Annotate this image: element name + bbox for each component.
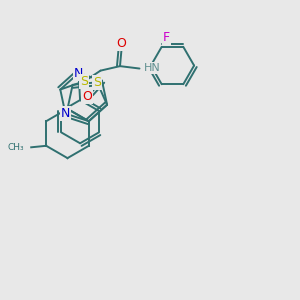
Text: N: N: [61, 107, 70, 120]
Text: S: S: [93, 76, 101, 89]
Text: N: N: [74, 67, 83, 80]
Text: F: F: [163, 31, 170, 44]
Text: HN: HN: [144, 63, 161, 73]
Text: S: S: [80, 75, 88, 88]
Text: CH₃: CH₃: [8, 143, 25, 152]
Text: O: O: [117, 37, 126, 50]
Text: O: O: [82, 90, 92, 104]
